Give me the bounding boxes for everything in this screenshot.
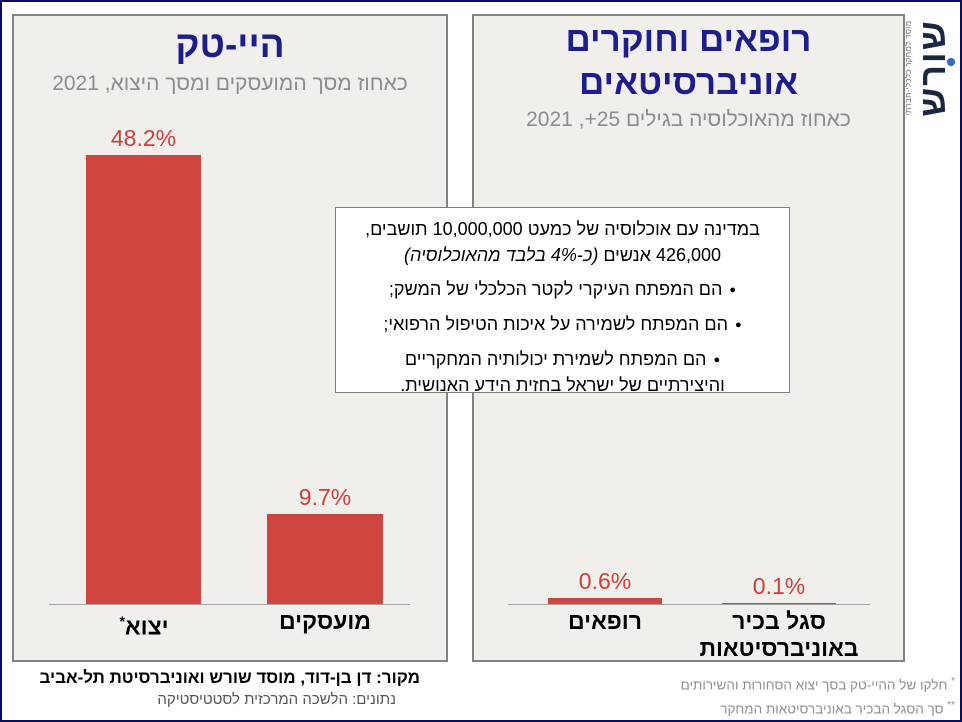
bar-exports — [86, 155, 201, 604]
medical-panel-subtitle: כאחוז מהאוכלוסיה בגילים 25+, 2021 — [526, 108, 851, 131]
bullet-item-research: ● הם המפתח לשמירת יכולותיה המחקריים והיצי… — [344, 347, 781, 398]
bullet-item-economy: ● הם המפתח העיקרי לקטר הכלכלי של המשק; — [344, 277, 781, 303]
bullet-research-line1: הם המפתח לשמירת יכולותיה המחקריים — [404, 349, 707, 369]
bar-physicians — [548, 598, 662, 604]
bar-employed — [267, 514, 383, 604]
bar-faculty — [722, 603, 836, 604]
callout-intro-line2-italic: (כ-4% בלבד מהאוכלוסיה) — [403, 245, 599, 265]
category-label-employed: מועסקים — [215, 608, 435, 635]
source-line1: מקור: דן בן-דוד, מוסד שורש ואוניברסיטת ת… — [39, 668, 420, 687]
value-label-employed: 9.7% — [298, 484, 352, 510]
bullet-research-line2: והיצירתיים של ישראל בחזית הידע האנושית. — [400, 375, 725, 395]
category-exports-text: יצוא — [124, 613, 169, 640]
footnote-faculty: ** סך הסגל הבכיר באוניברסיטאות המחקר — [681, 696, 955, 720]
callout-intro-line1: במדינה עם אוכלוסיה של כמעט 10,000,000 תו… — [365, 219, 760, 239]
logo-dot-icon — [947, 58, 955, 66]
category-employed-text: מועסקים — [279, 608, 371, 634]
footnote1-marker: * — [951, 676, 955, 687]
bullet-dot-icon: ● — [735, 319, 742, 331]
footnote2-marker: ** — [947, 699, 955, 711]
value-label-exports: 48.2% — [110, 125, 177, 151]
category-label-exports: יצוא* — [34, 608, 254, 641]
bullet-economy-text: הם המפתח העיקרי לקטר הכלכלי של המשק; — [388, 279, 723, 299]
medical-title-line2: אוניברסיטאים — [579, 63, 798, 102]
bullet-medical-text: הם המפתח לשמירה על איכות הטיפול הרפואי; — [383, 314, 728, 334]
hightech-panel-title: היי-טק — [175, 24, 285, 65]
medical-panel-title: רופאים וחוקרים אוניברסיטאים — [474, 18, 903, 104]
source-line2: נתונים: הלשכה המרכזית לסטטיסטיקה — [157, 691, 396, 708]
value-label-physicians: 0.6% — [578, 568, 632, 594]
medical-title-line1: רופאים וחוקרים — [565, 20, 812, 59]
source-note: מקור: דן בן-דוד, מוסד שורש ואוניברסיטת ת… — [12, 668, 420, 708]
category-exports-footnote-marker: * — [119, 613, 125, 629]
bullet-item-medical-care: ● הם המפתח לשמירה על איכות הטיפול הרפואי; — [344, 312, 781, 338]
logo-wordmark: שורש — [912, 19, 953, 117]
footnote-exports: * חלקו של ההיי-טק בסך יצוא הסחורות והשיר… — [681, 672, 955, 696]
value-label-faculty: 0.1% — [752, 573, 806, 599]
footnote2-text: סך הסגל הבכיר באוניברסיטאות המחקר — [720, 701, 944, 716]
footnotes: * חלקו של ההיי-טק בסך יצוא הסחורות והשיר… — [681, 672, 955, 719]
category-label-faculty: סגל בכיר באוניברסיטאות — [669, 608, 889, 662]
footnote1-text: חלקו של ההיי-טק בסך יצוא הסחורות והשירות… — [680, 677, 948, 693]
callout-intro-line2: 426,000 אנשים — [598, 245, 722, 265]
shoresh-logo-rotated: מוסד למחקר כלכלי-חברתי שורש — [904, 6, 960, 130]
hightech-panel-subtitle: כאחוז מסך המועסקים ומסך היצוא, 2021 — [52, 72, 408, 95]
medical-axis-line — [508, 604, 870, 605]
category-label-physicians: רופאים — [495, 608, 715, 635]
hightech-axis-line — [49, 604, 410, 605]
shoresh-logo: מוסד למחקר כלכלי-חברתי שורש — [904, 6, 960, 130]
category-faculty-line2: באוניברסיטאות — [699, 635, 859, 661]
bullet-dot-icon: ● — [713, 354, 721, 366]
category-faculty-line1: סגל בכיר — [732, 608, 826, 634]
category-physicians-text: רופאים — [568, 608, 642, 634]
bullet-dot-icon: ● — [729, 284, 737, 296]
callout-box: במדינה עם אוכלוסיה של כמעט 10,000,000 תו… — [335, 207, 790, 395]
callout-intro: במדינה עם אוכלוסיה של כמעט 10,000,000 תו… — [344, 216, 781, 268]
